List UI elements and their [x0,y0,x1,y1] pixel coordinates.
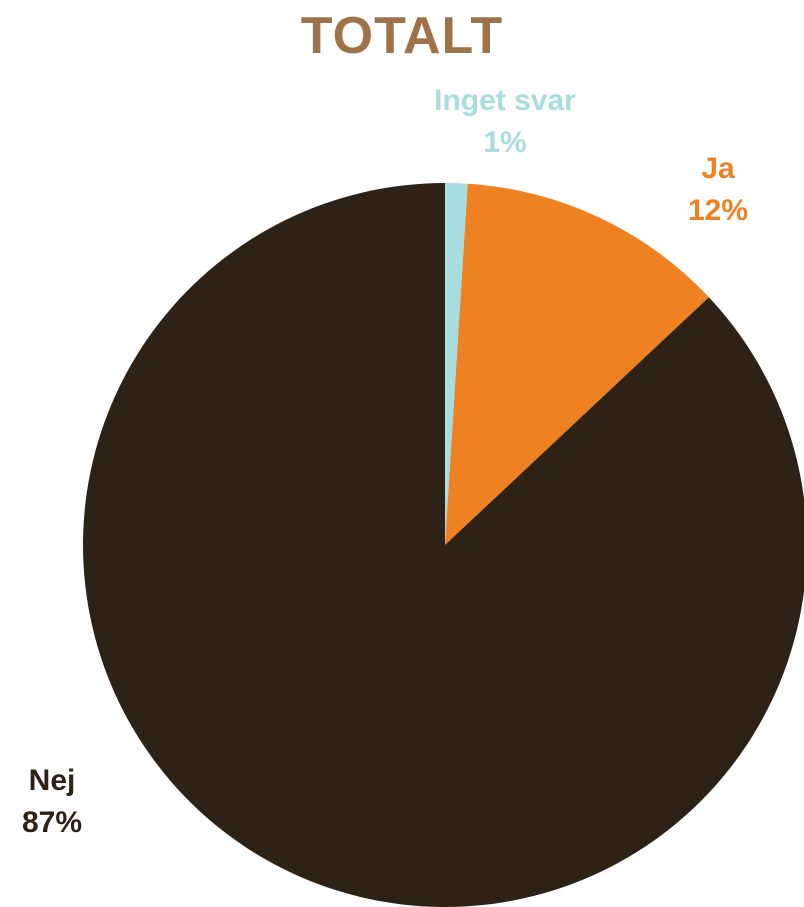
slice-value-nej: 87% [22,806,82,839]
chart-title: TOTALT [300,7,504,65]
labels-layer: Inget svar 1% Ja 12% Nej 87% [22,84,748,839]
pie-slice-nej [83,183,804,907]
pie-slice-inget-svar [445,183,468,545]
slice-label-inget-svar: Inget svar [434,84,576,117]
slice-value-ja: 12% [688,194,748,227]
slice-value-inget-svar: 1% [483,126,526,159]
slice-label-ja: Ja [701,152,735,185]
slice-label-nej: Nej [29,764,76,797]
slices-layer [83,183,804,907]
pie-slice-ja [445,183,709,545]
